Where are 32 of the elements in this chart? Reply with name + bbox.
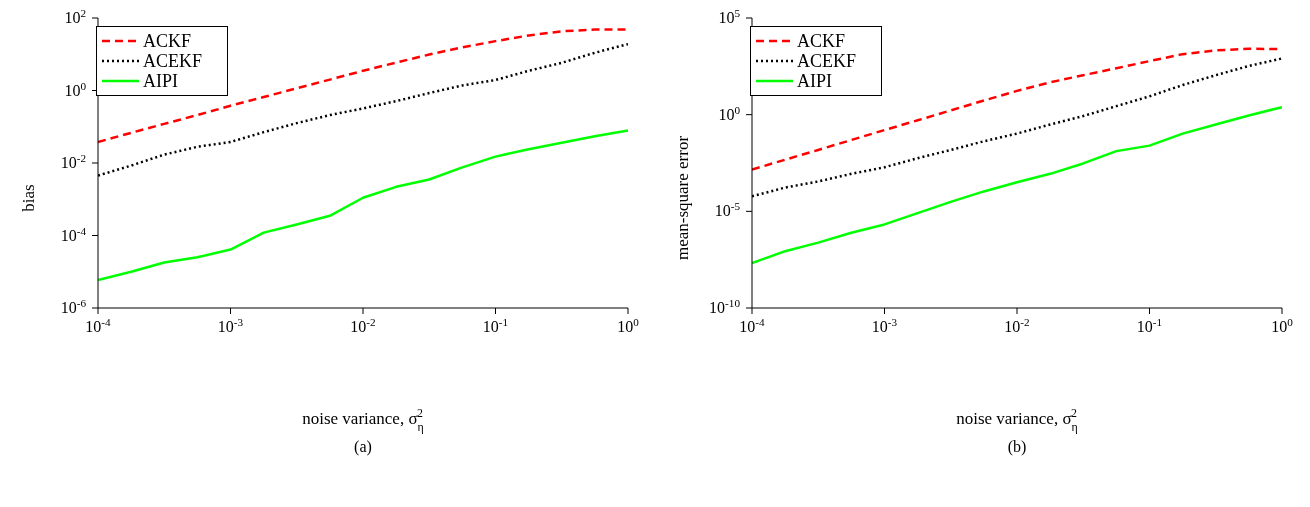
y-tick-label: 10$^{-10}$	[709, 297, 741, 316]
legend-label: AIPI	[143, 71, 178, 91]
x-tick-label: 10$^{-2}$	[1004, 316, 1030, 335]
y-tick-label: 10$^{-2}$	[60, 152, 86, 171]
legend-label: ACEKF	[797, 51, 857, 71]
y-tick-label: 10$^{-4}$	[60, 224, 87, 244]
y-tick-label: 10$^{2}$	[64, 7, 86, 26]
text: (b)	[1006, 438, 1028, 456]
y-axis-title: mean-square error	[673, 135, 692, 261]
line-series	[98, 28, 628, 144]
legend-label: ACEKF	[143, 51, 203, 71]
legend-label: ACKF	[143, 31, 192, 51]
x-tick-label: 10$^{0}$	[1271, 316, 1294, 335]
x-tick-label: 10$^{-1}$	[482, 316, 509, 335]
y-tick-label: 10$^{5}$	[718, 7, 741, 26]
x-tick-label: 10$^{-3}$	[871, 316, 898, 335]
y-tick-label: 10$^{-5}$	[714, 200, 741, 220]
x-tick-label: 10$^{-4}$	[739, 316, 766, 335]
x-tick-label: 10$^{0}$	[617, 316, 640, 335]
x-tick-label: 10$^{-4}$	[85, 316, 112, 335]
legend-label: ACKF	[797, 31, 846, 51]
x-tick-label: 10$^{-2}$	[350, 316, 376, 335]
x-tick-label: 10$^{-3}$	[217, 316, 244, 335]
text: (a)	[353, 438, 373, 456]
y-tick-label: 10$^{-6}$	[60, 297, 87, 316]
line-series	[98, 129, 628, 282]
y-tick-label: 10$^{0}$	[718, 103, 741, 123]
x-tick-label: 10$^{-1}$	[1136, 316, 1163, 335]
legend-label: AIPI	[797, 71, 832, 91]
line-series	[752, 105, 1282, 265]
y-tick-label: 10$^{0}$	[64, 79, 87, 99]
y-axis-title: bias	[19, 184, 38, 212]
